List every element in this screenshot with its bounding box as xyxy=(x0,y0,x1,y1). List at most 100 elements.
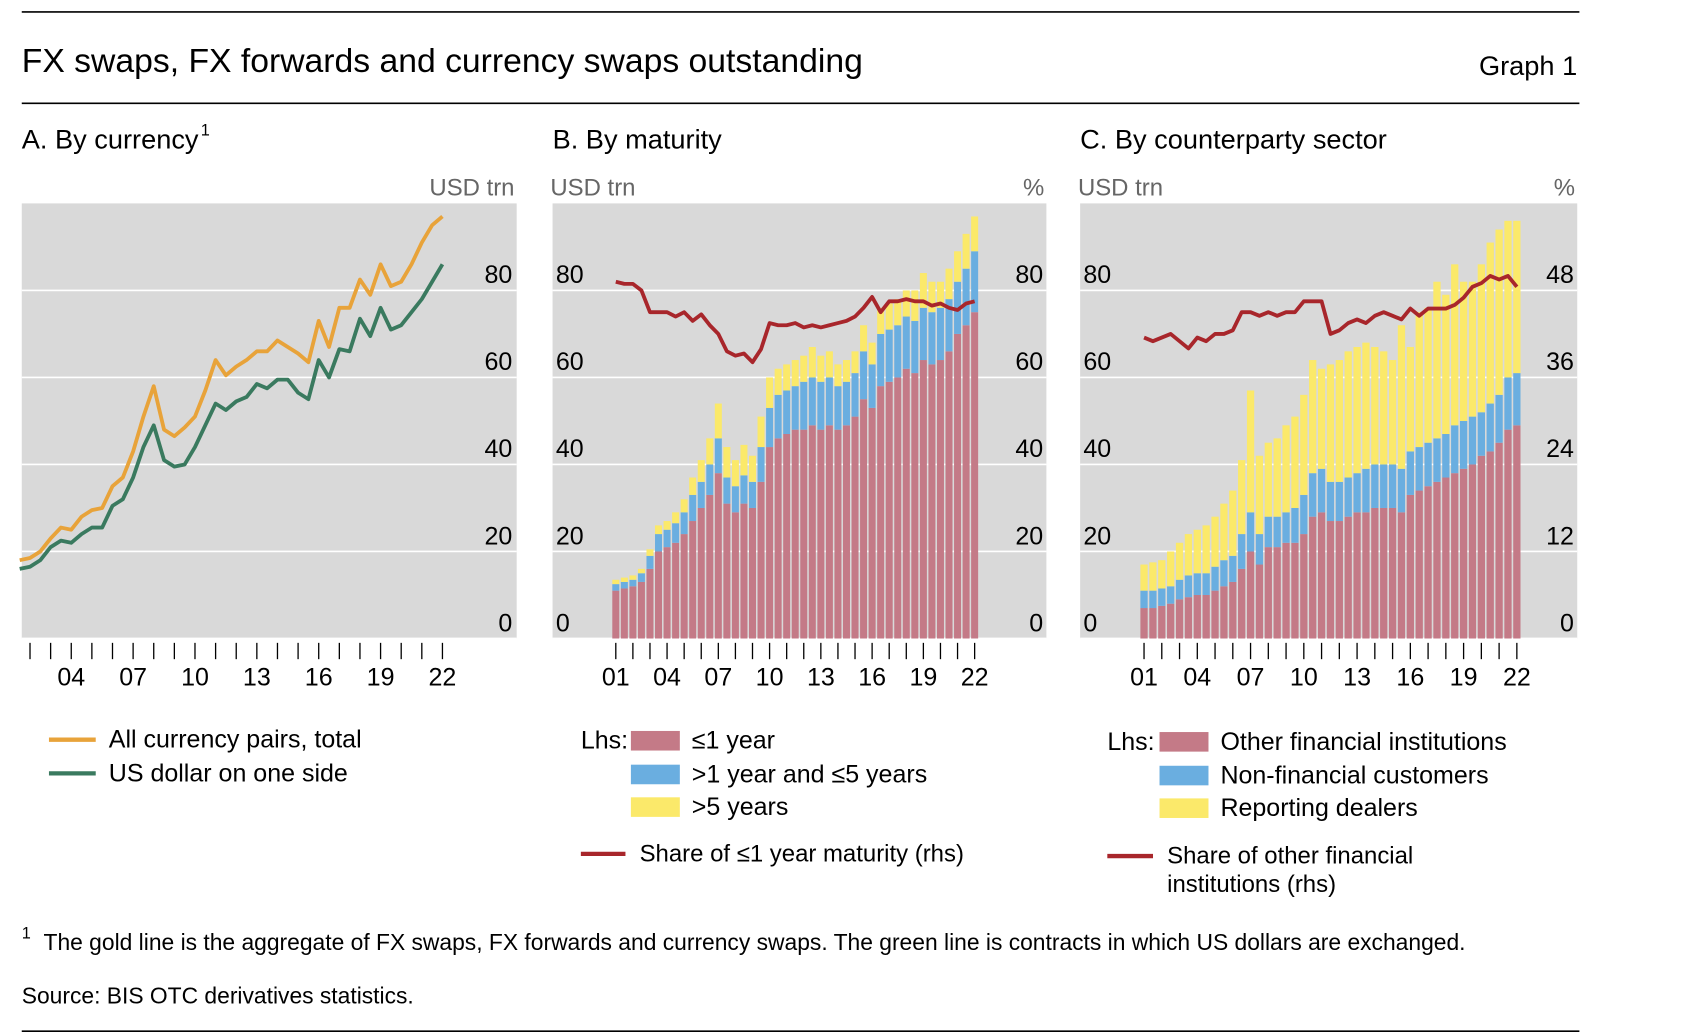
bar xyxy=(783,434,791,639)
legend-swatch xyxy=(1159,732,1209,752)
y-tick-label: 20 xyxy=(485,522,513,550)
bar xyxy=(1158,560,1166,589)
legend-label-box: Share of other financial institutions (r… xyxy=(1167,841,1414,898)
bar xyxy=(1273,516,1281,548)
bar xyxy=(834,429,842,639)
bar xyxy=(954,333,962,639)
line-series xyxy=(1143,274,1519,351)
bar xyxy=(766,377,774,408)
y2-tick-label: 60 xyxy=(1015,348,1043,376)
bar xyxy=(1442,477,1450,639)
bar xyxy=(1495,229,1503,395)
bar xyxy=(1238,534,1246,569)
bar xyxy=(1229,581,1237,639)
bar xyxy=(885,381,893,639)
bar xyxy=(825,425,833,639)
y-tick-label: 0 xyxy=(556,609,570,637)
bar xyxy=(1184,534,1193,576)
bar xyxy=(1300,494,1308,535)
bar xyxy=(1326,364,1335,482)
bar xyxy=(672,542,680,639)
bar xyxy=(689,494,697,522)
bar xyxy=(1397,325,1406,469)
bar xyxy=(731,460,739,487)
line-series xyxy=(615,279,976,365)
y2-tick-label: 20 xyxy=(1015,522,1043,550)
bar xyxy=(629,575,637,580)
x-tick-label: 10 xyxy=(756,664,784,692)
legend-label: >1 year and ≤5 years xyxy=(692,760,927,788)
bar xyxy=(1264,547,1272,639)
bar xyxy=(1335,481,1343,522)
bar xyxy=(1184,575,1193,598)
bar xyxy=(740,503,748,639)
bar xyxy=(808,346,816,378)
bar xyxy=(1371,507,1379,639)
bar xyxy=(971,312,979,639)
bar xyxy=(714,403,722,439)
bar xyxy=(851,416,859,639)
footnote-text: The gold line is the aggregate of FX swa… xyxy=(44,929,1466,955)
y2-tick-label: 80 xyxy=(1015,261,1043,289)
x-tick-label: 01 xyxy=(1130,664,1158,692)
bar xyxy=(1388,464,1397,508)
bar xyxy=(706,464,714,495)
bar xyxy=(1140,590,1148,609)
bar xyxy=(706,494,714,639)
bar xyxy=(1300,394,1308,495)
bar xyxy=(1397,512,1406,639)
bar xyxy=(1495,394,1503,443)
bar xyxy=(1211,516,1219,567)
y2-axis-unit: % xyxy=(1554,175,1575,202)
bar xyxy=(1477,264,1485,413)
bar xyxy=(740,444,748,476)
bar xyxy=(1459,468,1468,639)
bar xyxy=(748,507,757,639)
bar xyxy=(791,360,799,387)
bar xyxy=(1246,512,1255,552)
y2-tick-label: 12 xyxy=(1546,522,1574,550)
y-tick-label: 80 xyxy=(485,261,513,289)
bar xyxy=(919,273,927,308)
bar xyxy=(1451,264,1459,426)
bar xyxy=(1326,481,1335,522)
bar xyxy=(1175,579,1184,600)
x-tick-label: 16 xyxy=(858,664,886,692)
bar xyxy=(1353,346,1361,474)
bar xyxy=(1264,442,1272,517)
bar xyxy=(757,416,765,448)
bar xyxy=(1486,403,1494,452)
bar xyxy=(911,320,919,374)
legend-swatch xyxy=(1159,798,1209,818)
bar xyxy=(1468,416,1477,465)
line-series xyxy=(19,215,444,563)
bar xyxy=(1291,507,1299,543)
bar xyxy=(894,325,902,378)
footnote-marker: 1 xyxy=(22,924,31,942)
bar xyxy=(800,381,808,430)
bar xyxy=(817,355,825,382)
bar xyxy=(1282,542,1290,639)
bar xyxy=(663,547,671,639)
bar xyxy=(1326,521,1335,639)
bar xyxy=(1362,468,1370,513)
bar xyxy=(655,534,663,552)
bar xyxy=(655,551,663,639)
bar xyxy=(1380,507,1388,639)
bar xyxy=(723,447,731,478)
bar xyxy=(962,233,970,269)
x-tick-label: 16 xyxy=(305,664,333,692)
bar xyxy=(1229,490,1237,556)
bar xyxy=(791,386,799,430)
bar xyxy=(877,386,885,639)
bar xyxy=(945,268,953,300)
graph-title: FX swaps, FX forwards and currency swaps… xyxy=(22,42,863,80)
bar xyxy=(1424,307,1432,443)
x-tick-label: 10 xyxy=(181,664,209,692)
x-tick-label: 13 xyxy=(807,664,835,692)
bar xyxy=(1202,573,1210,595)
legend-swatch xyxy=(630,730,680,751)
bar xyxy=(868,364,876,408)
legend-label: Share of other financial institutions (r… xyxy=(1167,841,1414,898)
bar xyxy=(1229,555,1237,582)
